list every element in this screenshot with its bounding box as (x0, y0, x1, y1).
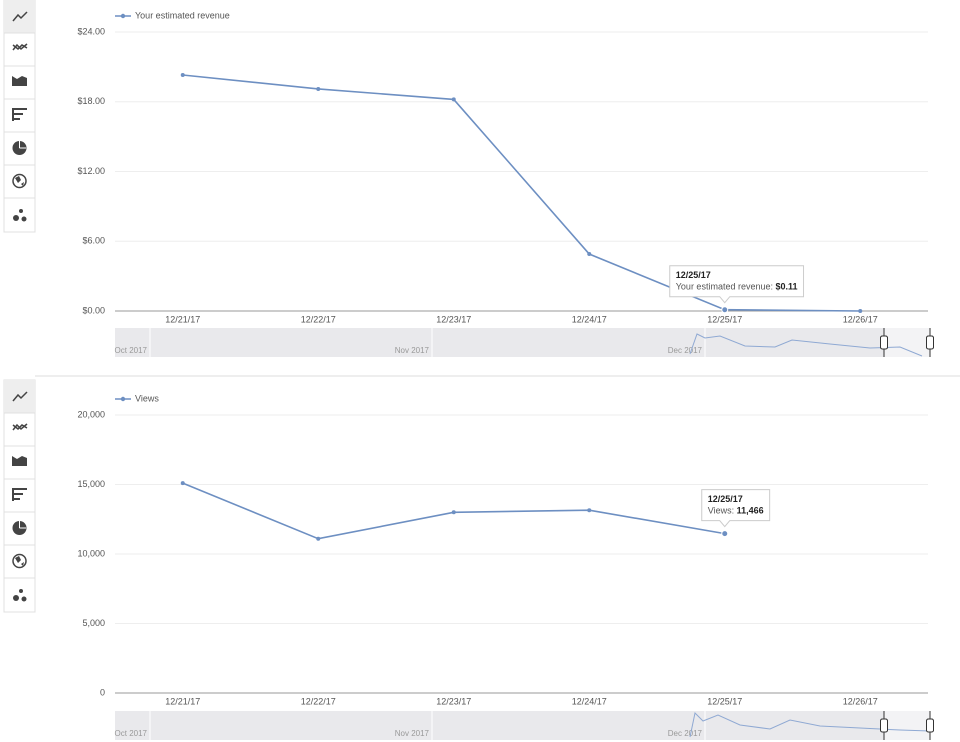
sidebar-top[interactable] (3, 0, 36, 233)
navigator-label: Nov 2017 (395, 346, 430, 355)
x-tick-label: 12/22/17 (301, 314, 336, 324)
tooltip-box (701, 489, 771, 528)
legend-dot (120, 396, 126, 402)
tooltip-line: Views: 11,466 (708, 506, 764, 516)
navigator-handle-knob (880, 335, 888, 350)
data-point (316, 536, 321, 541)
navigator-label: Dec 2017 (668, 729, 703, 738)
navigator-handle-knob (926, 718, 934, 733)
tooltip-line: Your estimated revenue: $0.11 (676, 282, 798, 292)
legend-dot (120, 13, 126, 19)
legend-label: Your estimated revenue (135, 10, 230, 20)
navigator-selection (884, 711, 930, 740)
highlight-point (721, 530, 729, 538)
navigator-label: Dec 2017 (668, 346, 703, 355)
x-tick-label: 12/23/17 (436, 314, 471, 324)
navigator-handle-knob (880, 718, 888, 733)
data-point (858, 309, 863, 313)
data-point (316, 86, 321, 91)
navigator-sparkline (689, 333, 923, 357)
tooltip-title: 12/25/17 (676, 270, 711, 280)
tooltip-value: $0.11 (776, 282, 798, 292)
tooltip-label: Your estimated revenue: (676, 282, 773, 292)
tooltip-box (669, 265, 805, 304)
highlight-point (721, 306, 729, 314)
x-tick-label: 12/25/17 (707, 696, 742, 706)
navigator-label: Oct 2017 (115, 346, 148, 355)
y-tick-label: 20,000 (77, 409, 105, 419)
navigator-label: Nov 2017 (395, 729, 430, 738)
y-tick-label: 10,000 (77, 548, 105, 558)
x-tick-label: 12/24/17 (572, 696, 607, 706)
data-point (180, 481, 185, 486)
tooltip: 12/25/17 Views: 11,466 (701, 489, 771, 528)
navigator-handle-knob (926, 335, 934, 350)
x-tick-label: 12/21/17 (165, 696, 200, 706)
y-tick-label: $12.00 (77, 166, 105, 176)
data-point (587, 508, 592, 513)
y-tick-label: $18.00 (77, 96, 105, 106)
range-navigator[interactable]: Oct 2017 Nov 2017 Dec 2017 (115, 328, 934, 357)
x-tick-label: 12/21/17 (165, 314, 200, 324)
sidebar-bottom[interactable] (3, 379, 36, 613)
navigator-bg (115, 328, 928, 357)
x-tick-label: 12/26/17 (843, 696, 878, 706)
x-tick-label: 12/24/17 (572, 314, 607, 324)
y-tick-label: 0 (100, 687, 105, 697)
tooltip: 12/25/17 Your estimated revenue: $0.11 (669, 265, 805, 304)
range-navigator[interactable]: Oct 2017 Nov 2017 Dec 2017 (115, 711, 934, 740)
data-point (451, 97, 456, 102)
x-tick-label: 12/22/17 (301, 696, 336, 706)
y-tick-label: $0.00 (82, 305, 105, 315)
x-tick-label: 12/25/17 (707, 314, 742, 324)
navigator-selection (884, 328, 930, 357)
tooltip-title: 12/25/17 (708, 494, 743, 504)
y-tick-label: $24.00 (77, 26, 105, 36)
tooltip-value: 11,466 (737, 506, 764, 516)
x-tick-label: 12/26/17 (843, 314, 878, 324)
y-tick-label: 15,000 (77, 479, 105, 489)
data-point (587, 252, 592, 257)
y-tick-label: 5,000 (82, 618, 105, 628)
tooltip-label: Views: (708, 506, 734, 516)
legend-label: Views (135, 393, 159, 403)
data-point (451, 510, 456, 515)
navigator-label: Oct 2017 (115, 729, 148, 738)
y-tick-label: $6.00 (82, 236, 105, 246)
data-point (180, 73, 185, 78)
navigator-sparkline (689, 711, 931, 738)
navigator-bg (115, 711, 928, 740)
x-tick-label: 12/23/17 (436, 696, 471, 706)
series-line (182, 74, 861, 312)
